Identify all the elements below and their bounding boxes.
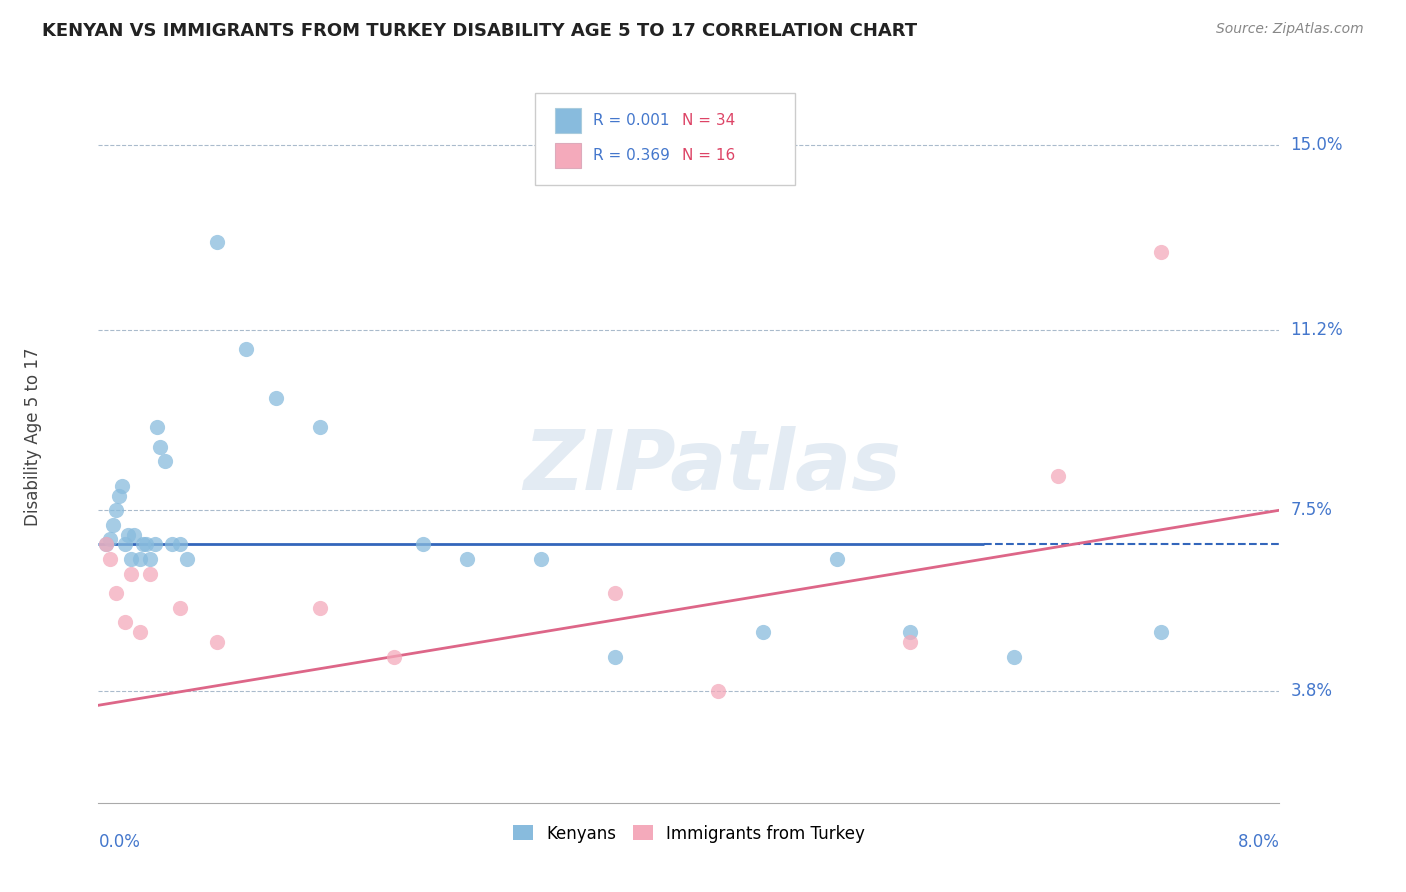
Point [98,552,121,566]
Point [162,537,183,551]
Point [128,552,150,566]
Point [169,537,191,551]
FancyBboxPatch shape [555,108,582,133]
Text: 11.2%: 11.2% [1291,321,1343,339]
FancyBboxPatch shape [536,94,796,185]
Text: 8.0%: 8.0% [1237,833,1279,851]
Point [1150,244,1173,259]
Point [1046,469,1070,483]
Point [457,552,479,566]
Point [114,537,136,551]
Point [264,391,287,405]
Text: KENYAN VS IMMIGRANTS FROM TURKEY DISABILITY AGE 5 TO 17 CORRELATION CHART: KENYAN VS IMMIGRANTS FROM TURKEY DISABIL… [42,22,917,40]
Text: N = 34: N = 34 [682,113,735,128]
Point [176,552,198,566]
Text: ZIPatlas: ZIPatlas [523,425,901,507]
Text: 7.5%: 7.5% [1291,501,1333,519]
Point [135,537,157,551]
Point [149,440,172,454]
FancyBboxPatch shape [555,143,582,169]
Point [143,537,166,551]
Point [900,635,922,649]
Point [412,537,434,551]
Text: Disability Age 5 to 17: Disability Age 5 to 17 [24,348,42,526]
Point [122,527,145,541]
Point [169,600,191,615]
Point [132,537,155,551]
Point [103,517,125,532]
Point [94,537,117,551]
Point [120,552,142,566]
Point [752,625,775,640]
Point [139,552,162,566]
Point [98,533,121,547]
Legend: Kenyans, Immigrants from Turkey: Kenyans, Immigrants from Turkey [506,818,872,849]
Text: Source: ZipAtlas.com: Source: ZipAtlas.com [1216,22,1364,37]
Point [382,649,405,664]
Point [146,420,169,434]
Text: N = 16: N = 16 [682,148,735,163]
Point [605,586,627,600]
Point [205,235,228,249]
Text: R = 0.369: R = 0.369 [593,148,671,163]
Point [139,566,162,581]
Point [105,503,128,517]
Text: 15.0%: 15.0% [1291,136,1343,153]
Point [128,625,150,640]
Point [309,420,332,434]
Point [605,649,627,664]
Point [111,479,134,493]
Text: 3.8%: 3.8% [1291,681,1333,699]
Point [309,600,332,615]
Point [1150,625,1173,640]
Point [825,552,848,566]
Point [120,566,142,581]
Point [1002,649,1025,664]
Point [108,489,131,503]
Point [114,615,136,630]
Text: R = 0.001: R = 0.001 [593,113,669,128]
Point [117,527,139,541]
Text: 0.0%: 0.0% [98,833,141,851]
Point [205,635,228,649]
Point [153,454,176,468]
Point [235,343,257,357]
Point [530,552,553,566]
Point [707,683,730,698]
Point [94,537,117,551]
Point [900,625,922,640]
Point [105,586,128,600]
